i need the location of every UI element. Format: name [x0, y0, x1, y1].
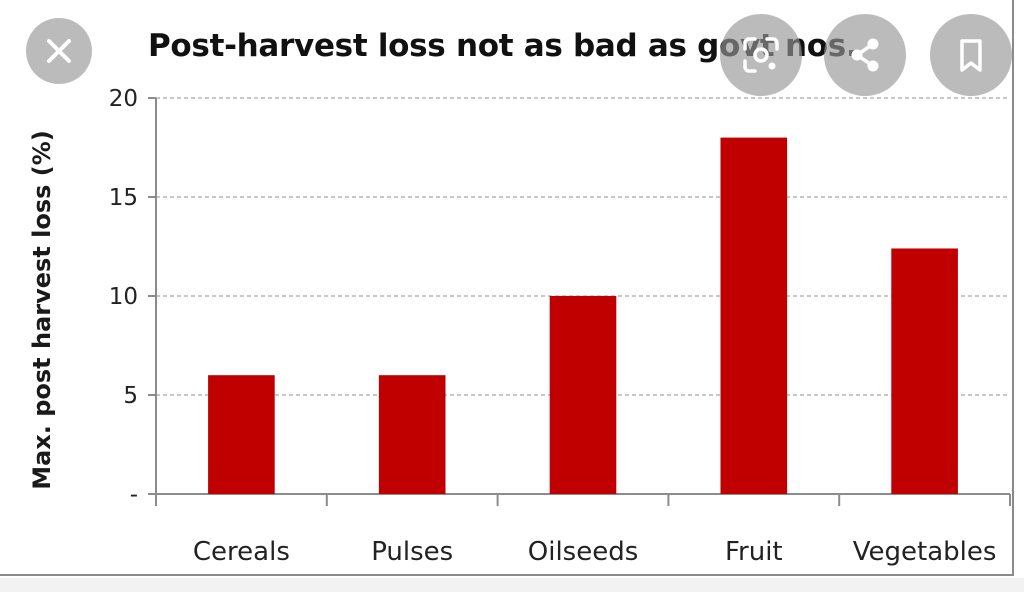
lens-icon: [743, 37, 779, 73]
bookmark-icon: [960, 39, 982, 72]
bar: [720, 137, 788, 494]
y-tick-label: 5: [123, 383, 138, 409]
share-button[interactable]: [824, 14, 906, 96]
bar: [378, 375, 446, 494]
x-tick-label: Vegetables: [853, 537, 997, 567]
lens-button[interactable]: [720, 14, 802, 96]
y-tick-label: 20: [109, 86, 138, 112]
close-button[interactable]: [26, 18, 92, 84]
y-tick-label: 10: [109, 284, 138, 310]
x-tick-label: Fruit: [725, 537, 783, 567]
chart-frame: Post-harvest loss not as bad as govt nos…: [0, 0, 1014, 576]
bar: [549, 296, 617, 494]
bar-chart: - 5 10 15 20 Cereals Pulses Oilseeds Fruit Vegeta…: [109, 86, 1011, 567]
y-tick-label: -: [130, 482, 138, 508]
x-tick-label: Pulses: [371, 537, 453, 567]
bar: [208, 375, 275, 494]
share-icon: [851, 38, 879, 72]
bookmark-button[interactable]: [930, 14, 1012, 96]
x-tick-label: Cereals: [193, 537, 290, 567]
close-icon: [47, 39, 71, 63]
bottom-strip: [0, 578, 1024, 592]
y-tick-label: 15: [109, 185, 138, 211]
bar: [891, 248, 958, 494]
x-tick-label: Oilseeds: [528, 537, 639, 567]
